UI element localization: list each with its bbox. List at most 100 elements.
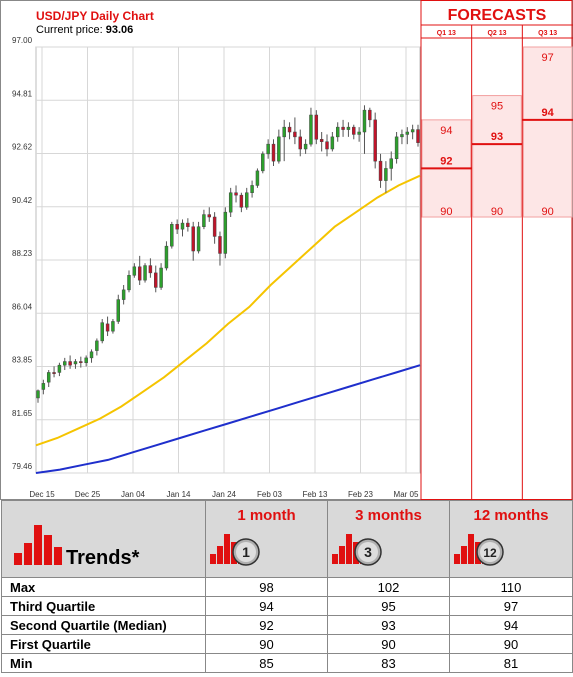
badge-number: 12 [483,546,497,560]
candle [111,319,115,334]
trends-row-median: Second Quartile (Median) 92 93 94 [1,615,573,635]
horizon-3-months: 3 months 3 [327,500,450,578]
row-value: 102 [327,577,450,597]
candlesticks [36,105,420,403]
row-value: 93 [327,615,450,635]
candle [170,221,174,249]
candle [73,359,78,369]
candle [245,187,249,210]
candle-body [121,289,126,300]
row-label: Third Quartile [1,596,206,616]
horizon-12-months: 12 months 12 [449,500,573,578]
candle [89,349,94,363]
candle-body [100,322,104,342]
candle-body [218,236,222,254]
candle [79,356,83,368]
candle [261,151,265,174]
horizon-badge-icon: 12 [454,534,504,566]
candle-body [282,126,286,138]
forecast-high-label: 94 [440,125,452,137]
candle-body [389,158,393,169]
candle [239,192,244,213]
x-tick-label: Feb 03 [257,490,282,499]
candle [400,129,404,145]
trends-header-row: Trends* 1 month 1 3 months 3 [1,500,573,578]
candle [143,263,147,283]
candle [95,338,99,356]
chart-grid [35,46,421,474]
candle-body [384,168,388,181]
candle-body [330,136,335,150]
candle-body [154,272,158,288]
row-value: 90 [327,634,450,654]
candle [52,366,56,378]
candle [405,127,410,145]
candle [325,134,329,157]
candle [180,219,185,237]
current-price-label: Current price: 93.06 [36,24,133,36]
x-tick-label: Dec 15 [29,490,55,499]
forecast-high-label: 95 [491,101,503,113]
row-value: 110 [449,577,573,597]
chart-title: USD/JPY Daily Chart [36,9,154,23]
candle [282,119,286,162]
candle-body [378,160,383,181]
candle [159,263,163,290]
badge-number: 1 [242,544,250,560]
candle [154,265,158,293]
candle-body [127,275,131,291]
moving-average-long-line [35,364,421,474]
row-label: Max [1,577,206,597]
candle-body [357,131,361,135]
candle [378,153,383,188]
candle-body [335,126,340,138]
horizon-label: 3 months [355,507,422,524]
candle [223,207,228,259]
candle-body [346,126,351,130]
x-tick-label: Dec 25 [75,490,101,499]
candle-body [143,265,147,281]
x-tick-label: Feb 23 [348,490,373,499]
horizon-label: 1 month [237,507,296,524]
candle [271,139,276,167]
candle [41,379,46,395]
y-tick-label: 79.46 [12,462,33,471]
candle [164,241,169,271]
candle [218,231,222,266]
y-axis-tick-labels: 97.00 94.81 92.62 90.42 88.23 86.04 83.85 81.65… [12,36,33,471]
horizon-badge-icon: 1 [210,534,260,566]
horizon-1-month: 1 month 1 [205,500,328,578]
candle [100,319,104,344]
candle-body [191,226,195,252]
candle [303,139,308,154]
candle-body [234,192,238,196]
row-value: 90 [449,634,573,654]
candle [319,132,324,152]
candle [207,207,211,222]
moving-average-short-line [35,174,421,447]
candle-body [410,129,415,133]
candle [148,258,153,278]
row-value: 81 [449,653,573,673]
y-tick-label: 97.00 [12,36,33,45]
forecast-column-label: Q3 13 [538,30,557,37]
candle-body [314,114,319,140]
candle-body [400,134,404,138]
candle-body [223,211,228,254]
bar-chart-icon [14,525,62,565]
candle-body [63,361,67,366]
candle-body [202,214,206,227]
trends-row-max: Max 98 102 110 [1,577,573,597]
y-tick-label: 81.65 [12,409,33,418]
trends-table: Trends* 1 month 1 3 months 3 [1,500,573,673]
candle-body [352,126,356,135]
x-tick-label: Feb 13 [303,490,328,499]
candle [137,255,142,286]
x-axis-tick-labels: Dec 15 Dec 25 Jan 04 Jan 14 Jan 24 Feb 03 Feb … [29,490,419,499]
candle-body [325,141,329,150]
candle [389,151,393,181]
horizon-badge-icon: 3 [332,534,382,566]
forecast-low-label: 90 [440,206,452,218]
candle [368,107,372,128]
candle-body [309,114,313,145]
